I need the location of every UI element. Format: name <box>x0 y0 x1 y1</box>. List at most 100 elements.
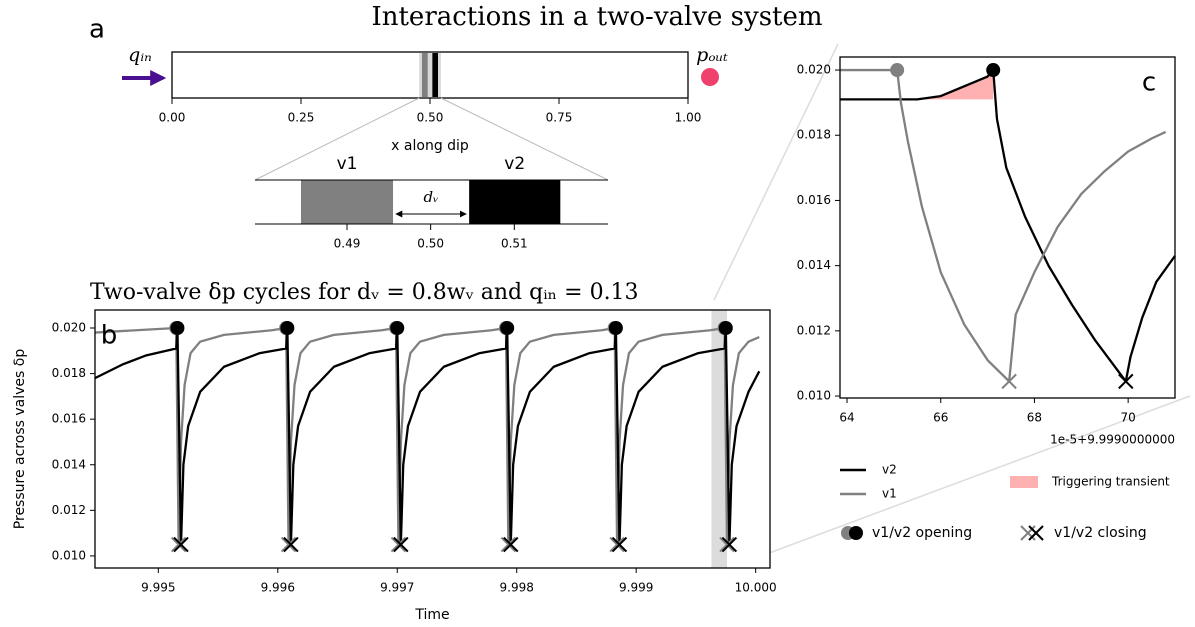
x-tick-label: 0.51 <box>501 237 528 251</box>
y-tick-label: 0.012 <box>797 323 831 337</box>
zoom-connector <box>728 395 1191 569</box>
valve-label: v2 <box>504 154 525 174</box>
x-tick-label: 0.50 <box>417 111 444 125</box>
x-tick-label: 0.75 <box>546 111 573 125</box>
closing-marker <box>1118 373 1134 390</box>
outflow-dot <box>701 68 719 86</box>
closing-stroke <box>503 536 519 553</box>
x-tick-label: 0.49 <box>334 237 361 251</box>
closing-stroke <box>721 536 738 553</box>
x-tick-label: 1.00 <box>675 111 702 125</box>
valve-zoom <box>469 180 561 224</box>
closing-stroke <box>173 536 189 553</box>
y-tick-label: 0.016 <box>52 412 86 426</box>
x-tick-label: 9.996 <box>261 581 295 595</box>
legend-swatch <box>1010 476 1038 488</box>
y-tick-label: 0.014 <box>797 258 831 272</box>
closing-marker <box>173 536 189 553</box>
opening-marker <box>718 321 733 336</box>
closing-stroke <box>719 536 735 553</box>
closing-stroke <box>390 536 407 553</box>
panel-letter: c <box>1142 68 1156 98</box>
valve <box>422 53 428 97</box>
closing-stroke <box>609 536 625 553</box>
closing-stroke <box>283 536 299 553</box>
y-tick-label: 0.012 <box>52 503 86 517</box>
figure-title: Interactions in a two-valve system <box>371 2 822 32</box>
closing-marker <box>611 536 628 553</box>
x-tick-label: 64 <box>839 411 854 425</box>
closing-stroke <box>1118 373 1134 390</box>
closing-marker <box>500 536 517 553</box>
series-line <box>94 326 761 546</box>
x-tick-label: 0.50 <box>417 237 444 251</box>
closing-stroke <box>500 536 517 553</box>
series-line <box>94 326 760 546</box>
opening-marker <box>608 321 623 336</box>
outflow-label: pₒᵤₜ <box>696 44 728 66</box>
y-tick-label: 0.018 <box>797 128 831 142</box>
closing-stroke <box>611 536 628 553</box>
closing-stroke <box>170 536 187 553</box>
x-tick-label: 0.00 <box>159 111 186 125</box>
x-tick-label: 68 <box>1027 411 1042 425</box>
y-tick-label: 0.010 <box>52 548 86 562</box>
valve <box>432 53 438 97</box>
x-tick-label: 66 <box>933 411 948 425</box>
closing-marker <box>503 536 519 553</box>
x-tick-label: 9.995 <box>141 581 175 595</box>
opening-marker <box>170 321 185 336</box>
y-tick-label: 0.018 <box>52 366 86 380</box>
y-tick-label: 0.020 <box>797 63 831 77</box>
closing-marker <box>390 536 407 553</box>
plot-area <box>95 310 770 568</box>
x-tick-label: 0.25 <box>288 111 315 125</box>
x-tick-label: 10.000 <box>735 581 777 595</box>
y-tick-label: 0.016 <box>797 193 831 207</box>
closing-marker <box>609 536 625 553</box>
plot-area <box>840 57 1175 398</box>
panel-title: Two-valve δp cycles for dᵥ = 0.8wᵥ and q… <box>90 280 639 305</box>
opening-marker <box>890 63 905 78</box>
zoom-guide <box>440 97 609 181</box>
closing-stroke <box>1001 373 1017 390</box>
legend-marker <box>1028 525 1044 541</box>
closing-marker <box>393 536 409 553</box>
x-tick-label: 70 <box>1121 411 1136 425</box>
closing-marker <box>283 536 299 553</box>
zoom-region <box>711 310 727 568</box>
closing-stroke <box>280 536 297 553</box>
panel-letter: a <box>89 15 105 45</box>
x-offset-label: 1e-5+9.9990000000 <box>1050 433 1175 447</box>
panel-letter: b <box>101 321 118 351</box>
spacing-label: dᵥ <box>423 188 438 206</box>
zoom-connector <box>713 43 839 301</box>
y-tick-label: 0.014 <box>52 457 86 471</box>
valve-label: v1 <box>337 154 358 174</box>
legend-label: v2 <box>882 463 897 477</box>
x-tick-label: 9.999 <box>619 581 653 595</box>
valve-zoom <box>301 180 394 224</box>
closing-marker <box>280 536 297 553</box>
legend-label: v1 <box>882 487 897 501</box>
y-axis-label: Pressure across valves δp <box>12 349 28 530</box>
plot-frame <box>94 309 771 569</box>
legend-label: v1/v2 opening <box>872 525 972 541</box>
closing-marker <box>721 536 738 553</box>
opening-marker <box>280 321 295 336</box>
y-tick-label: 0.010 <box>797 389 831 403</box>
legend-label: Triggering transient <box>1051 475 1170 489</box>
closing-marker <box>1001 373 1017 390</box>
series-line <box>840 68 1176 383</box>
opening-marker <box>390 321 405 336</box>
transient-area <box>917 70 994 100</box>
x-tick-label: 9.997 <box>380 581 414 595</box>
plot-frame <box>839 56 1176 399</box>
x-axis-label: Time <box>414 607 449 623</box>
zoom-guide <box>254 97 420 181</box>
opening-marker <box>500 321 515 336</box>
opening-marker <box>986 63 1001 78</box>
inflow-label: qᵢₙ <box>128 44 152 66</box>
closing-stroke <box>393 536 409 553</box>
